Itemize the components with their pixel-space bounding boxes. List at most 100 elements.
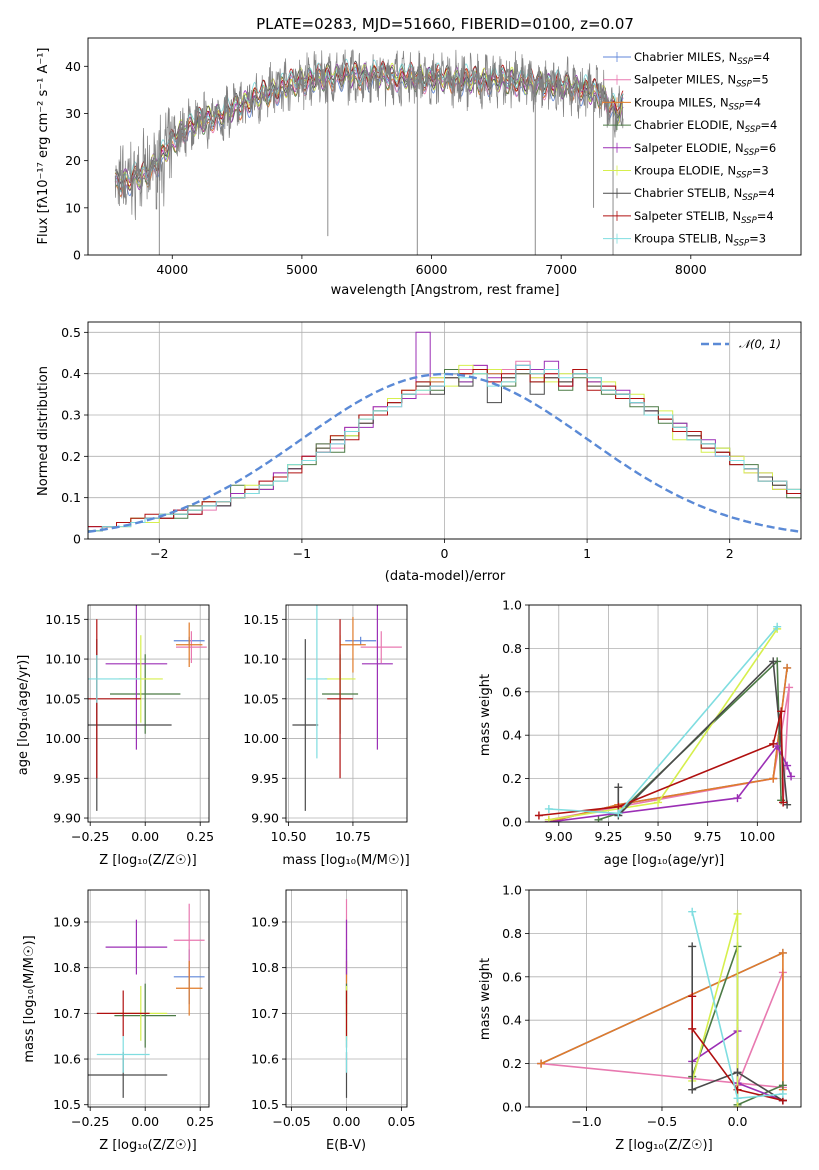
age-vs-z-xtick-label: 0.25 — [186, 829, 214, 844]
weight-marker-kroupa-stelib — [688, 907, 697, 916]
legend-nssp-value: =4 — [757, 209, 774, 223]
legend-label-salpeter-stelib: Salpeter STELIB, NSSP=4 — [634, 209, 774, 226]
residuals-panel: (data-model)/error Normed distribution −… — [36, 321, 802, 584]
spectrum-panel: PLATE=0283, MJD=51660, FIBERID=0100, z=0… — [36, 15, 802, 298]
residuals-ylabel: Normed distribution — [36, 366, 51, 496]
spectrum-ytick-label: 0 — [73, 248, 81, 263]
weight-marker-kroupa-stelib — [733, 1094, 742, 1103]
legend-subscript: SSP — [745, 125, 761, 135]
mass-vs-ebv-xlabel: E(B-V) — [326, 1138, 366, 1153]
age-vs-mass-ytick-label: 10.10 — [243, 652, 279, 667]
weight-marker-salpeter-stelib — [688, 1024, 697, 1033]
age-vs-mass-ytick-label: 9.90 — [251, 811, 279, 826]
legend-label-normal: 𝒩(0, 1) — [739, 337, 781, 351]
histogram-kroupa-miles — [88, 369, 801, 539]
weight-marker-kroupa-miles — [783, 663, 792, 672]
age-vs-mass-panel: mass [log₁₀(M/M☉)] 10.50 10.75 9.90 9.95 10.… — [243, 604, 410, 868]
residuals-ytick-label: 0.5 — [61, 325, 81, 340]
weight-vs-age-xtick-label: 9.25 — [594, 829, 622, 844]
mass-vs-z-xtick-label: 0.00 — [131, 1114, 159, 1129]
weight-vs-age-ytick-label: 0.2 — [502, 771, 522, 786]
age-vs-mass-ytick-label: 10.05 — [243, 691, 279, 706]
mass-vs-ebv-ytick-label: 10.9 — [251, 914, 279, 929]
histogram-chabrier-stelib — [88, 369, 801, 539]
legend-nssp-value: =4 — [744, 95, 761, 109]
weight-marker-chabrier-stelib — [688, 942, 697, 951]
age-vs-metallicity-panel: Z [log₁₀(Z/Z☉)] age [log₁₀(age/yr)] −0.2… — [16, 604, 214, 868]
legend-label-kroupa-miles: Kroupa MILES, NSSP=4 — [634, 95, 761, 112]
legend-label-chabrier-stelib: Chabrier STELIB, NSSP=4 — [634, 186, 775, 203]
weight-line-kroupa-stelib — [548, 626, 778, 815]
weight-vs-z-frame — [528, 889, 802, 1108]
mass-vs-ebv-xtick-label: −0.05 — [272, 1114, 310, 1129]
mass-vs-extinction-panel: E(B-V) −0.05 0.00 0.05 10.5 10.6 10.7 10.8 10.9 — [251, 889, 415, 1153]
spectrum-xtick-label: 8000 — [675, 262, 707, 277]
weight-marker-kroupa-stelib — [773, 622, 782, 631]
legend-subscript: SSP — [742, 193, 758, 203]
residuals-ytick-label: 0.3 — [61, 408, 81, 423]
mass-vs-z-ytick-label: 10.6 — [53, 1052, 81, 1067]
weight-vs-age-xlabel: age [log₁₀(age/yr)] — [604, 853, 725, 868]
weight-marker-salpeter-stelib — [688, 992, 697, 1001]
spectrum-ytick-label: 30 — [65, 106, 81, 121]
legend-subscript: SSP — [734, 239, 750, 249]
spectrum-ytick-label: 20 — [65, 153, 81, 168]
residuals-ytick-label: 0 — [73, 532, 81, 547]
weight-marker-salpeter-stelib — [769, 739, 778, 748]
weight-marker-kroupa-stelib — [544, 804, 553, 813]
spectrum-xtick-label: 4000 — [156, 262, 188, 277]
mass-vs-ebv-ytick-label: 10.5 — [251, 1097, 279, 1112]
residuals-xtick-label: 1 — [583, 546, 591, 561]
mass-vs-ebv-xtick-label: 0.00 — [333, 1114, 361, 1129]
spectrum-ytick-label: 10 — [65, 200, 81, 215]
weight-vs-age-ytick-label: 0.8 — [502, 641, 522, 656]
weight-marker-chabrier-stelib — [614, 783, 623, 792]
spectrum-ytick-label: 40 — [65, 59, 81, 74]
mass-vs-z-plot-area — [88, 903, 205, 1098]
weight-vs-Z-xlabel: Z [log₁₀(Z/Z☉)] — [615, 1138, 712, 1153]
mass-vs-ebv-ytick-label: 10.8 — [251, 960, 279, 975]
weight-vs-z-plot-area — [537, 907, 787, 1107]
weight-vs-age-ylabel: mass weight — [478, 674, 493, 756]
legend-subscript: SSP — [729, 102, 745, 112]
weight-marker-salpeter-miles — [785, 683, 794, 692]
weight-vs-age-ytick-label: 0.0 — [502, 815, 522, 830]
residuals-ytick-label: 0.2 — [61, 449, 81, 464]
spectrum-xtick-label: 7000 — [545, 262, 577, 277]
legend-nssp-value: =3 — [749, 232, 766, 246]
mass-vs-z-xtick-label: −0.25 — [71, 1114, 109, 1129]
weight-vs-age-xtick-label: 9.75 — [694, 829, 722, 844]
weight-marker-kroupa-elodie — [654, 798, 663, 807]
weight-marker-kroupa-stelib — [778, 1089, 787, 1098]
weight-vs-metallicity-panel: Z [log₁₀(Z/Z☉)] mass weight −1.0 −0.5 0.0 0… — [478, 883, 802, 1153]
weight-vs-age-xtick-label: 10.00 — [739, 829, 775, 844]
spectrum-xtick-label: 5000 — [286, 262, 318, 277]
mass-vs-ebv-frame — [285, 889, 408, 1108]
histogram-kroupa-elodie — [88, 364, 801, 539]
weight-vs-age-panel: age [log₁₀(age/yr)] mass weight 9.00 9.25… — [478, 598, 802, 868]
legend-label-salpeter-elodie: Salpeter ELODIE, NSSP=6 — [634, 141, 776, 158]
weight-line-kroupa-miles — [548, 667, 788, 822]
age-vs-Z-xlabel: Z [log₁₀(Z/Z☉)] — [99, 853, 196, 868]
mass-vs-ebv-ytick-label: 10.7 — [251, 1006, 279, 1021]
spectrum-ylabel: Flux [fλ10⁻¹⁷ erg cm⁻² s⁻¹ A⁻¹] — [36, 48, 51, 245]
weight-line-chabrier-miles — [548, 667, 788, 822]
legend-label-chabrier-miles: Chabrier MILES, NSSP=4 — [634, 50, 770, 67]
age-vs-z-ytick-label: 10.15 — [45, 612, 81, 627]
age-vs-mass-xlabel: mass [log₁₀(M/M☉)] — [282, 853, 409, 868]
age-vs-mass-xtick-label: 10.50 — [271, 829, 307, 844]
histogram-salpeter-stelib — [88, 369, 801, 539]
weight-vs-z-ytick-label: 0.0 — [502, 1100, 522, 1115]
weight-marker-salpeter-stelib — [534, 811, 543, 820]
age-vs-mass-frame — [285, 604, 408, 823]
weight-marker-kroupa-elodie — [544, 815, 553, 822]
weight-marker-kroupa-elodie — [733, 1103, 742, 1107]
observed-spectrum-line — [114, 49, 624, 221]
legend-subscript: SSP — [737, 57, 753, 67]
weight-marker-chabrier-elodie — [778, 1081, 787, 1090]
mass-vs-Z-ylabel: mass [log₁₀(M/M☉)] — [22, 935, 37, 1062]
mass-vs-ebv-ytick-label: 10.6 — [251, 1052, 279, 1067]
weight-vs-age-ytick-label: 0.4 — [502, 728, 522, 743]
weight-vs-z-ytick-label: 0.4 — [502, 1013, 522, 1028]
weight-vs-age-xtick-label: 9.00 — [545, 829, 573, 844]
